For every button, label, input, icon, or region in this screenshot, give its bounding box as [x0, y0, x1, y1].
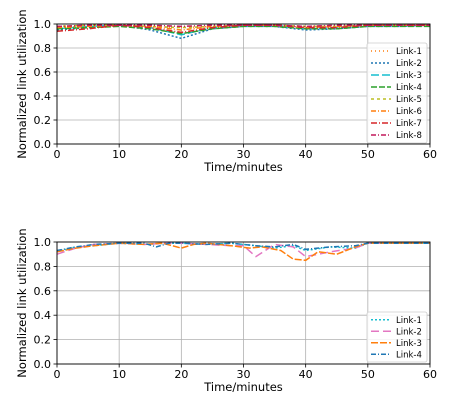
- c0-legend-label-5: Link-5: [396, 95, 422, 105]
- c0-x-tick-label: 10: [112, 148, 126, 161]
- c0-x-tick-label: 40: [299, 148, 313, 161]
- c0-legend-label-8: Link-8: [396, 131, 422, 141]
- c0-x-tick-label: 60: [423, 148, 437, 161]
- c0-legend: Link-1 Link-2 Link-3 Link-4 Link-5 Link-6 Link…: [366, 42, 428, 144]
- c0-y-tick-label: 0.0: [34, 138, 52, 151]
- c1-x-tick-label: 20: [174, 368, 188, 381]
- c0-legend-label-1: Link-1: [396, 47, 422, 57]
- c1-series-line-4: [56, 242, 430, 252]
- c1-y-tick-label: 0.8: [34, 260, 52, 273]
- c0-legend-label-3: Link-3: [396, 71, 422, 81]
- c1-x-tick-label: 50: [361, 368, 375, 381]
- c1-y-tick-label: 1.0: [34, 236, 52, 249]
- c0-y-tick-label: 0.8: [34, 42, 52, 55]
- c0-legend-label-7: Link-7: [396, 119, 422, 129]
- c0-y-axis-label: Normalized link utilization: [15, 9, 29, 158]
- c1-y-tick-label: 0.6: [34, 285, 52, 298]
- c0-y-tick-label: 0.6: [34, 66, 52, 79]
- c0-legend-label-4: Link-4: [396, 83, 422, 93]
- c1-x-axis-label: Time/minutes: [203, 380, 283, 394]
- c0-series-line-8: [56, 24, 430, 28]
- c0-legend-box: [366, 42, 428, 144]
- c0-y-tick-label: 1.0: [34, 18, 52, 31]
- c1-series-line-3: [56, 242, 430, 262]
- c1-x-tick-label: 30: [237, 368, 251, 381]
- c1-legend-label-3: Link-3: [396, 339, 422, 349]
- c0-x-tick-label: 50: [361, 148, 375, 161]
- c0-x-tick-label: 30: [237, 148, 251, 161]
- c0-x-tick-label: 20: [174, 148, 188, 161]
- c0-series-line-4: [56, 25, 430, 35]
- c0-legend-label-6: Link-6: [396, 107, 422, 117]
- c1-y-axis-label: Normalized link utilization: [15, 228, 29, 377]
- c1-legend-box: [366, 311, 428, 363]
- c0-y-tick-label: 0.2: [34, 114, 52, 127]
- c1-x-tick-label: 40: [299, 368, 313, 381]
- c1-legend-label-4: Link-4: [396, 350, 422, 360]
- c0-x-axis-label: Time/minutes: [203, 160, 283, 174]
- c0-y-tick-label: 0.4: [34, 90, 52, 103]
- chart-top: 0 10 20 30 40 50 60 0.0 0.2 0.4 0.6 0.8 1.0 Time/minu…: [15, 9, 437, 174]
- c1-y-tick-label: 0.2: [34, 334, 52, 347]
- c1-y-tick-label: 0.4: [34, 309, 52, 322]
- c0-legend-label-2: Link-2: [396, 59, 422, 69]
- c1-y-tick-label: 0.0: [34, 358, 52, 371]
- c1-legend-label-2: Link-2: [396, 327, 422, 337]
- c1-x-tick-label: 0: [54, 368, 61, 381]
- c1-legend-label-1: Link-1: [396, 316, 422, 326]
- chart-bottom: 0 10 20 30 40 50 60 0.0 0.2 0.4 0.6 0.8 1.0 Time/minu…: [15, 228, 437, 394]
- c0-x-tick-label: 0: [54, 148, 61, 161]
- c1-x-tick-label: 60: [423, 368, 437, 381]
- c1-x-tick-label: 10: [112, 368, 126, 381]
